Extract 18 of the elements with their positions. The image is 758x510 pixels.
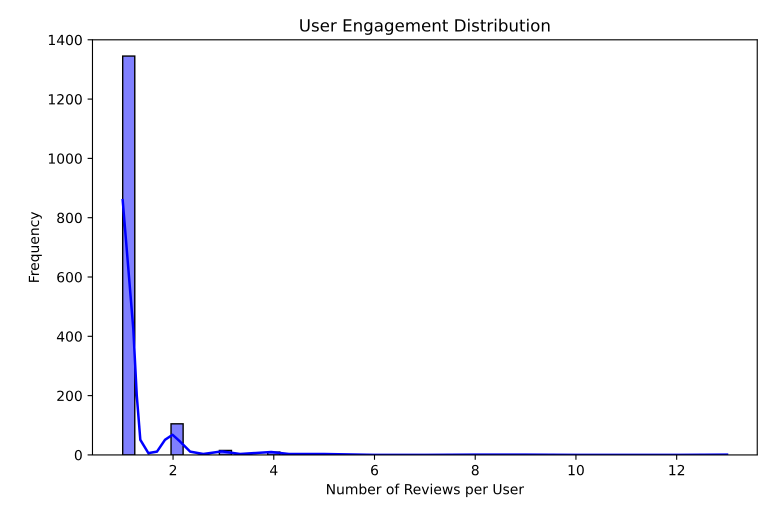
y-axis-title: Frequency xyxy=(28,212,42,282)
x-tick-label: 4 xyxy=(270,465,278,476)
y-tick-label: 1000 xyxy=(48,153,82,164)
x-tick-label: 10 xyxy=(568,464,584,476)
x-tick-label: 6 xyxy=(371,464,378,476)
y-tick-label: 1400 xyxy=(48,34,82,46)
x-tick-label: 12 xyxy=(669,464,684,476)
chart-title: User Engagement Distribution xyxy=(300,18,550,35)
x-tick-label: 8 xyxy=(472,464,479,476)
y-tick-label: 1200 xyxy=(48,94,82,105)
line-series xyxy=(121,198,728,455)
y-tick-label: 400 xyxy=(56,331,82,342)
y-tick-label: 800 xyxy=(57,212,82,224)
y-tick-label: 600 xyxy=(57,272,82,282)
x-axis-title: Number of Reviews per User xyxy=(327,484,524,498)
y-tick-label: 0 xyxy=(74,450,82,460)
x-tick-label: 2 xyxy=(170,464,176,476)
y-tick-label: 200 xyxy=(57,390,82,402)
